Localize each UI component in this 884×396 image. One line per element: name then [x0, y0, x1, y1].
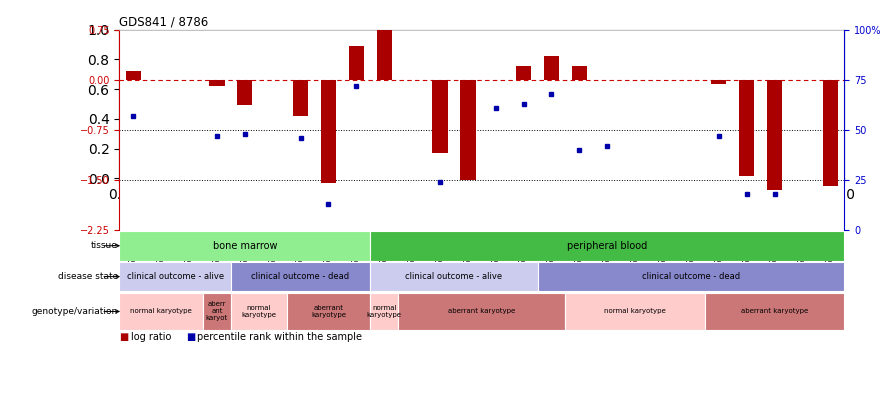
Text: percentile rank within the sample: percentile rank within the sample: [197, 332, 362, 342]
Bar: [370, 262, 537, 291]
Text: clinical outcome - alive: clinical outcome - alive: [126, 272, 224, 281]
Bar: [370, 231, 844, 261]
Bar: [348, 46, 364, 80]
Text: ■: ■: [119, 332, 128, 342]
Bar: [119, 262, 231, 291]
Text: normal karyotype: normal karyotype: [130, 308, 192, 314]
Text: GDS841 / 8786: GDS841 / 8786: [119, 15, 209, 29]
Text: clinical outcome - dead: clinical outcome - dead: [251, 272, 350, 281]
Bar: [370, 293, 398, 330]
Bar: [293, 80, 309, 116]
Bar: [705, 293, 844, 330]
Text: clinical outcome - alive: clinical outcome - alive: [406, 272, 502, 281]
Text: aberrant
karyotype: aberrant karyotype: [311, 305, 346, 318]
Bar: [321, 80, 336, 183]
Bar: [572, 67, 587, 80]
Text: log ratio: log ratio: [131, 332, 171, 342]
Bar: [766, 80, 782, 190]
Text: clinical outcome - dead: clinical outcome - dead: [642, 272, 740, 281]
Text: bone marrow: bone marrow: [212, 241, 277, 251]
Bar: [544, 56, 560, 80]
Bar: [203, 293, 231, 330]
Bar: [231, 262, 370, 291]
Bar: [119, 293, 203, 330]
Bar: [231, 293, 286, 330]
Text: aberrant karyotype: aberrant karyotype: [741, 308, 808, 314]
Text: disease state: disease state: [57, 272, 118, 281]
Bar: [286, 293, 370, 330]
Bar: [119, 231, 370, 261]
Text: genotype/variation: genotype/variation: [32, 307, 118, 316]
Bar: [711, 80, 727, 84]
Text: normal
karyotype: normal karyotype: [367, 305, 401, 318]
Text: aberr
ant
karyot: aberr ant karyot: [206, 301, 228, 322]
Text: peripheral blood: peripheral blood: [568, 241, 647, 251]
Bar: [398, 293, 566, 330]
Bar: [823, 80, 838, 187]
Text: normal karyotype: normal karyotype: [605, 308, 666, 314]
Text: normal
karyotype: normal karyotype: [241, 305, 276, 318]
Text: ■: ■: [186, 332, 194, 342]
Bar: [461, 80, 476, 180]
Bar: [739, 80, 754, 176]
Text: aberrant karyotype: aberrant karyotype: [448, 308, 515, 314]
Bar: [516, 67, 531, 80]
Bar: [210, 80, 225, 86]
Bar: [126, 71, 141, 80]
Bar: [432, 80, 447, 153]
Bar: [377, 30, 392, 80]
Text: tissue: tissue: [91, 241, 118, 250]
Bar: [537, 262, 844, 291]
Bar: [237, 80, 253, 105]
Bar: [566, 293, 705, 330]
